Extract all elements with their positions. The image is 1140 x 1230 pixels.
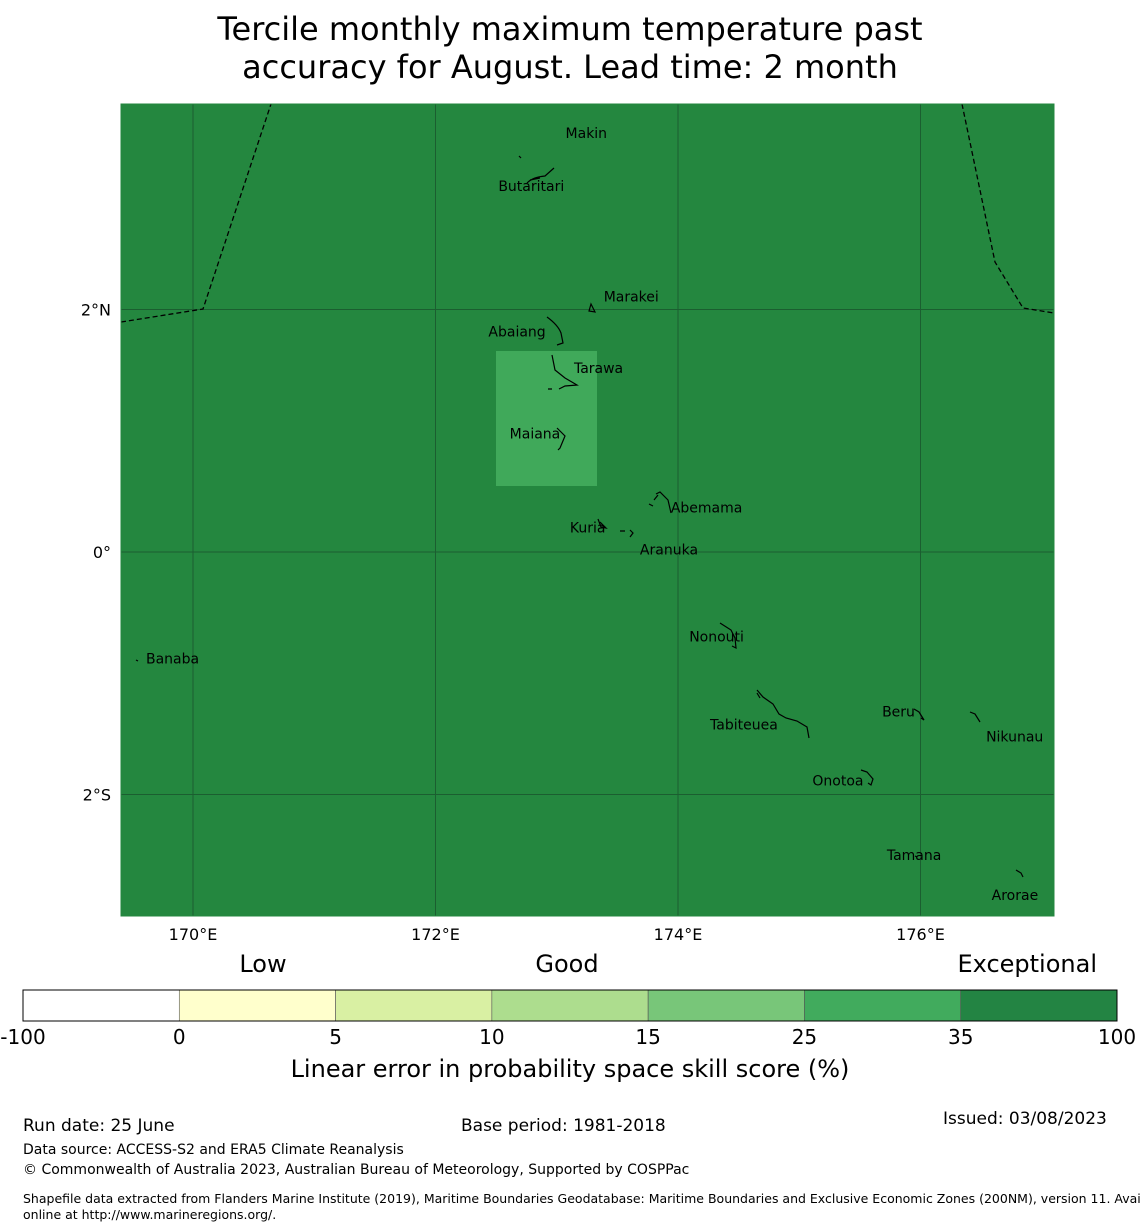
place-label: Banaba: [146, 652, 199, 668]
lon-tick-label: 172°E: [411, 925, 460, 944]
island-tarawa: [548, 354, 579, 390]
place-label: Nikunau: [986, 730, 1043, 746]
place-label: Maiana: [510, 426, 561, 442]
title-line-2: accuracy for August. Lead time: 2 month: [242, 48, 898, 86]
island-tabiteuea: [756, 689, 810, 739]
title-line-1: Tercile monthly maximum temperature past: [217, 10, 923, 48]
colorbar-category-label: Low: [239, 950, 286, 978]
map-gridlines: [121, 104, 1054, 916]
lon-tick-label: 170°E: [169, 925, 218, 944]
lon-tick-label: 174°E: [654, 925, 703, 944]
colorbar-tick-label: 25: [792, 1025, 817, 1049]
place-label: Tarawa: [573, 361, 623, 377]
colorbar-category-labels: Low Good Exceptional: [239, 950, 1097, 978]
place-label: Onotoa: [812, 773, 863, 789]
colorbar-tick-label: 0: [173, 1025, 186, 1049]
skill-highlight-cell: [496, 351, 597, 486]
eez-boundary-west: [120, 103, 272, 323]
colorbar-tick-label: -100: [0, 1025, 45, 1049]
chart-title: Tercile monthly maximum temperature past…: [0, 10, 1140, 86]
place-label: Beru: [882, 704, 915, 720]
place-label: Nonouti: [689, 630, 744, 646]
colorbar-bin: [960, 989, 1118, 1022]
colorbar-frame: [22, 989, 1118, 1022]
run-date: Run date: 25 June: [23, 1116, 175, 1136]
island-abemama: [648, 491, 672, 514]
colorbar-tick-labels: -100 0 5 10 15 25 35 100: [0, 1025, 1136, 1049]
island-outlines: [135, 155, 1024, 878]
place-labels: Makin Butaritari Marakei Abaiang Tarawa Maian…: [146, 126, 1043, 904]
place-label: Butaritari: [498, 179, 564, 195]
colorbar-bin: [804, 989, 962, 1022]
issued-date: Issued: 03/08/2023: [943, 1109, 1107, 1129]
copyright: © Commonwealth of Australia 2023, Austra…: [23, 1162, 690, 1178]
colorbar-tick-label: 35: [948, 1025, 973, 1049]
island-onotoa: [860, 769, 874, 786]
map-background: [121, 104, 1054, 916]
island-banaba: [135, 659, 139, 662]
place-label: Tamana: [886, 848, 941, 864]
maritime-boundaries: [120, 103, 1055, 323]
place-label: Arorae: [992, 888, 1039, 904]
island-makin: [518, 155, 522, 159]
colorbar-tick-label: 5: [329, 1025, 342, 1049]
shapefile-credit-line-1: Shapefile data extracted from Flanders M…: [23, 1191, 1140, 1206]
lat-tick-label: 2°N: [81, 301, 111, 320]
lon-tick-label: 176°E: [896, 925, 945, 944]
eez-boundary-east: [961, 103, 1055, 314]
island-kuria: [597, 518, 608, 529]
colorbar-bin: [491, 989, 649, 1022]
place-label: Kuria: [570, 520, 606, 536]
colorbar: [22, 989, 1118, 1022]
colorbar-tick-label: 15: [635, 1025, 660, 1049]
island-tamana: [914, 855, 918, 858]
colorbar-bin: [647, 989, 805, 1022]
lat-tick-label: 2°S: [83, 786, 111, 805]
island-marakei: [588, 302, 597, 313]
data-source: Data source: ACCESS-S2 and ERA5 Climate …: [23, 1142, 404, 1158]
place-label: Tabiteuea: [709, 718, 778, 734]
colorbar-bin: [178, 989, 336, 1022]
island-nonouti: [719, 622, 737, 650]
colorbar-category-label: Exceptional: [958, 950, 1098, 978]
island-nikunau: [969, 711, 981, 723]
island-maiana: [556, 427, 566, 451]
island-abaiang: [546, 316, 564, 346]
colorbar-bin: [335, 989, 493, 1022]
map-frame: [120, 103, 1055, 917]
colorbar-title: Linear error in probability space skill …: [291, 1055, 850, 1083]
island-butaritari: [526, 167, 555, 184]
shapefile-credit-line-2: online at http://www.marineregions.org/.: [23, 1207, 277, 1222]
place-label: Abaiang: [488, 325, 545, 341]
lat-tick-label: 0°: [93, 543, 111, 562]
place-label: Makin: [566, 126, 608, 142]
colorbar-category-label: Good: [535, 950, 598, 978]
colorbar-bin: [22, 989, 180, 1022]
map-figure: Makin Butaritari Marakei Abaiang Tarawa Maian…: [0, 103, 1136, 1083]
base-period: Base period: 1981-2018: [461, 1116, 666, 1136]
place-label: Abemama: [671, 501, 743, 517]
place-label: Aranuka: [640, 543, 698, 559]
colorbar-tick-label: 100: [1098, 1025, 1136, 1049]
place-label: Marakei: [604, 289, 659, 305]
island-aranuka: [620, 529, 634, 538]
axis-tick-labels: 170°E 172°E 174°E 176°E 2°N 0° 2°S: [81, 301, 945, 945]
colorbar-tick-label: 10: [479, 1025, 504, 1049]
island-beru: [913, 708, 925, 721]
island-arorae: [1015, 869, 1024, 878]
